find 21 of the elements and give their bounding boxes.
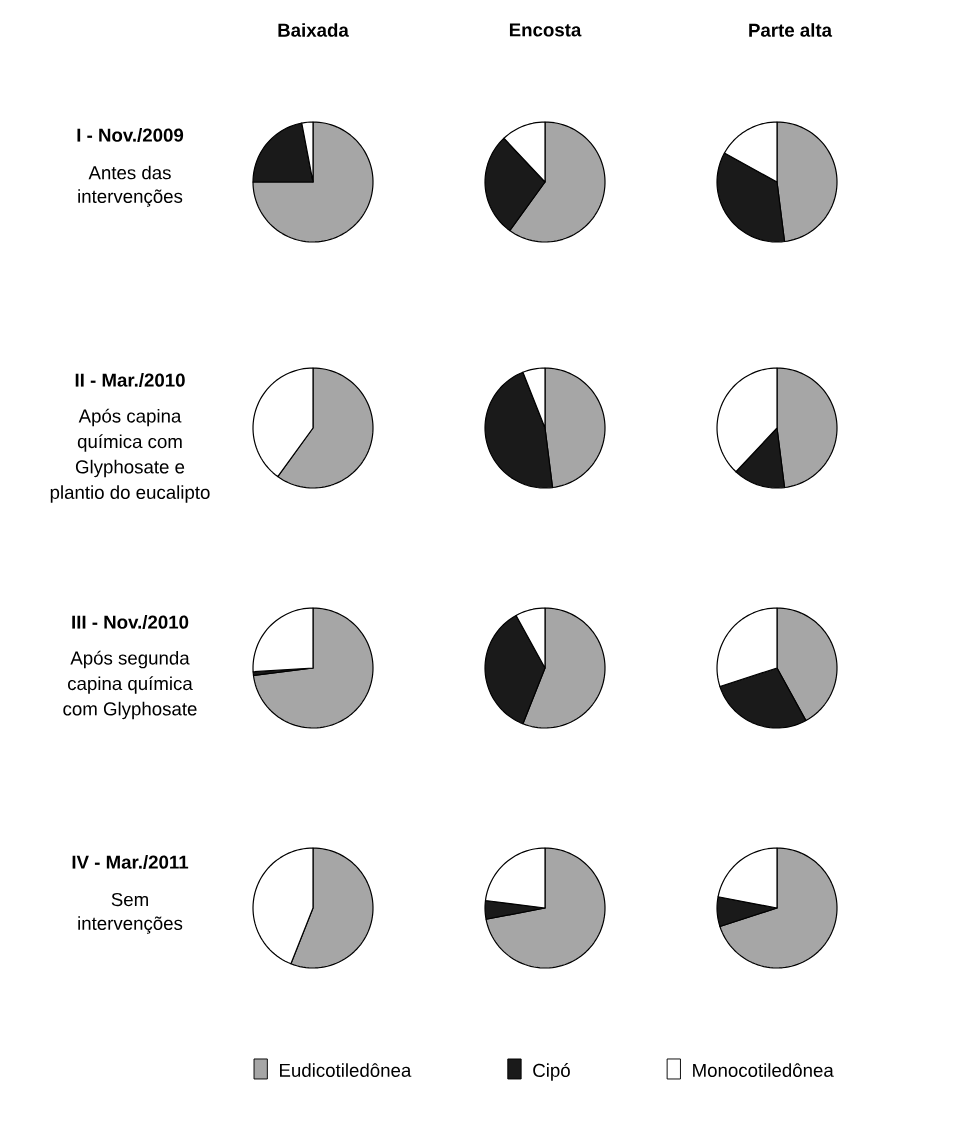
text: I - Nov./2009 (77, 128, 184, 142)
text: II - Mar./2010 (75, 373, 185, 387)
chart-title: Parte alta (749, 23, 833, 37)
text: química com (77, 434, 182, 452)
text: Antes das (88, 165, 171, 180)
text: capina química (68, 676, 193, 694)
text: intervenções (78, 916, 183, 934)
text: III - Nov./2010 (72, 615, 189, 629)
legend-label: Eudicotiledônea (280, 1063, 412, 1077)
text: Glyphosate e (75, 459, 185, 478)
chart-title: Baixada (278, 23, 349, 37)
chart-title: Encosta (509, 23, 582, 37)
legend-label: Cipó (533, 1063, 570, 1081)
text: Sem (111, 892, 148, 907)
text: com Glyphosate (63, 701, 197, 720)
text: Após capina (78, 408, 182, 427)
legend-label: Monocotiledônea (693, 1063, 834, 1077)
text: IV - Mar./2011 (72, 855, 189, 869)
text: plantio do eucalipto (50, 485, 210, 503)
text: intervenções (78, 189, 183, 207)
text: Após segunda (70, 650, 190, 669)
